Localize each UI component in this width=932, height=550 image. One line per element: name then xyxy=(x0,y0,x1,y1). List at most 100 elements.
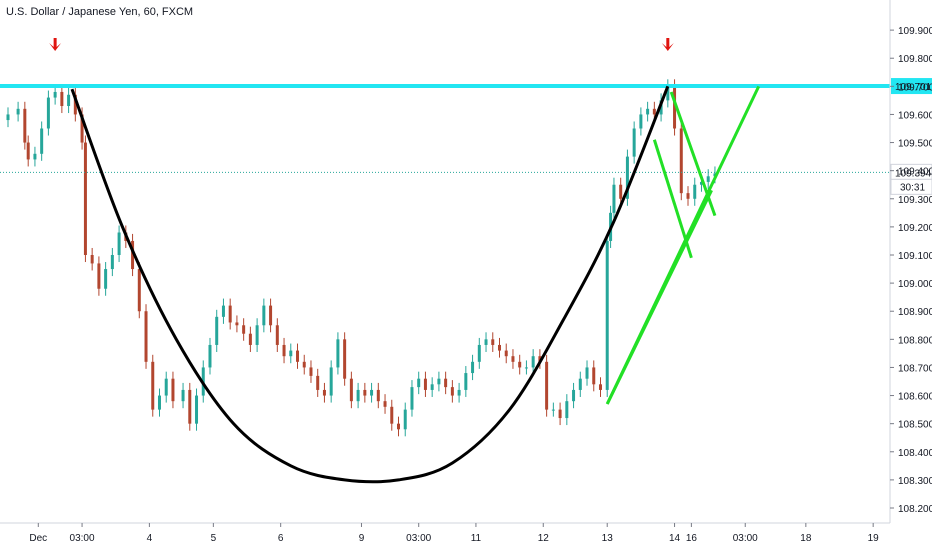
candle-body xyxy=(679,128,683,194)
candle-body xyxy=(652,108,656,115)
candle-body xyxy=(289,350,293,357)
countdown-label: 30:31 xyxy=(900,182,925,193)
y-tick-label: 109.200 xyxy=(898,223,932,234)
current-price-label: 109.394 xyxy=(895,168,932,179)
y-tick-label: 109.700 xyxy=(898,82,932,93)
candle-body xyxy=(144,311,148,362)
candle-body xyxy=(228,305,232,323)
candle-body xyxy=(349,378,353,402)
y-tick-label: 109.800 xyxy=(898,54,932,65)
candle-body xyxy=(383,401,387,407)
candle-body xyxy=(208,344,212,368)
candle-body xyxy=(491,339,495,345)
candle-body xyxy=(531,356,535,368)
candle-body xyxy=(26,142,30,160)
candle-body xyxy=(221,305,225,317)
x-tick-label: 03:00 xyxy=(70,533,95,544)
y-tick-label: 109.900 xyxy=(898,26,932,37)
resistance-price-label: 109.701 xyxy=(895,82,932,93)
candle-body xyxy=(248,333,252,345)
candle-body xyxy=(558,409,562,419)
candle-body xyxy=(363,389,367,396)
candle-body xyxy=(60,91,64,107)
x-tick-label: 4 xyxy=(147,533,153,544)
candle-body xyxy=(572,389,576,402)
candle-body xyxy=(235,322,239,326)
candle-body xyxy=(693,184,697,199)
candle-body xyxy=(686,193,690,199)
x-tick-label: 18 xyxy=(800,533,812,544)
candle-body xyxy=(164,378,168,396)
pattern-line xyxy=(652,139,693,259)
candle-body xyxy=(450,387,454,396)
candle-body xyxy=(390,406,394,424)
candle-body xyxy=(673,86,677,129)
candle-body xyxy=(592,367,596,385)
candle-body xyxy=(504,350,508,357)
countdown-box xyxy=(890,178,932,195)
candle-body xyxy=(612,184,616,213)
x-tick-label: 13 xyxy=(602,533,614,544)
candle-body xyxy=(397,423,401,430)
candle-body xyxy=(302,361,306,368)
candle-body xyxy=(90,255,94,264)
candle-body xyxy=(632,128,636,157)
candle-body xyxy=(131,240,135,270)
overlays: 109.701 109.394 30:31 xyxy=(0,37,932,484)
candle-body xyxy=(151,361,155,410)
candle-body xyxy=(296,350,300,362)
candles xyxy=(6,79,717,437)
y-tick-label: 108.200 xyxy=(898,504,932,515)
y-tick-label: 108.600 xyxy=(898,392,932,403)
y-tick-label: 108.700 xyxy=(898,363,932,374)
y-tick-label: 109.000 xyxy=(898,279,932,290)
y-tick-label: 109.100 xyxy=(898,251,932,262)
x-tick-label: Dec xyxy=(29,533,47,544)
x-tick-label: 03:00 xyxy=(406,533,431,544)
candle-body xyxy=(524,367,528,369)
candle-body xyxy=(410,387,414,410)
y-tick-label: 108.800 xyxy=(898,335,932,346)
down-arrow-icon xyxy=(661,37,674,51)
candle-body xyxy=(511,356,515,362)
x-tick-label: 11 xyxy=(471,533,482,544)
candle-body xyxy=(282,344,286,357)
resistance-price-box xyxy=(891,78,932,95)
x-tick-label: 14 xyxy=(669,533,681,544)
candle-body xyxy=(545,361,549,410)
candle-body xyxy=(242,325,246,334)
candle-body xyxy=(578,378,582,390)
candle-body xyxy=(605,240,609,390)
x-tick-label: 6 xyxy=(278,533,284,544)
candle-body xyxy=(625,156,629,199)
candle-body xyxy=(471,361,475,374)
candle-body xyxy=(565,401,569,419)
candle-body xyxy=(430,384,434,390)
candle-body xyxy=(309,367,313,376)
candle-body xyxy=(73,94,77,115)
candle-body xyxy=(699,181,703,185)
candle-body xyxy=(262,305,266,326)
candle-body xyxy=(40,128,44,154)
candle-body xyxy=(53,91,57,98)
candle-body xyxy=(23,108,27,143)
candle-body xyxy=(329,367,333,396)
candle-body xyxy=(343,339,347,379)
candle-body xyxy=(275,325,279,345)
candle-body xyxy=(181,389,185,402)
candle-body xyxy=(104,269,108,289)
candle-body xyxy=(376,389,380,402)
candle-body xyxy=(336,339,340,368)
candle-body xyxy=(322,389,326,396)
candle-body xyxy=(316,375,320,390)
candle-body xyxy=(6,114,10,121)
candle-body xyxy=(444,378,448,388)
x-tick-label: 12 xyxy=(538,533,550,544)
x-tick-label: 9 xyxy=(359,533,365,544)
x-tick-label: 03:00 xyxy=(733,533,758,544)
x-tick-label: 16 xyxy=(686,533,698,544)
pattern-line xyxy=(605,189,713,405)
